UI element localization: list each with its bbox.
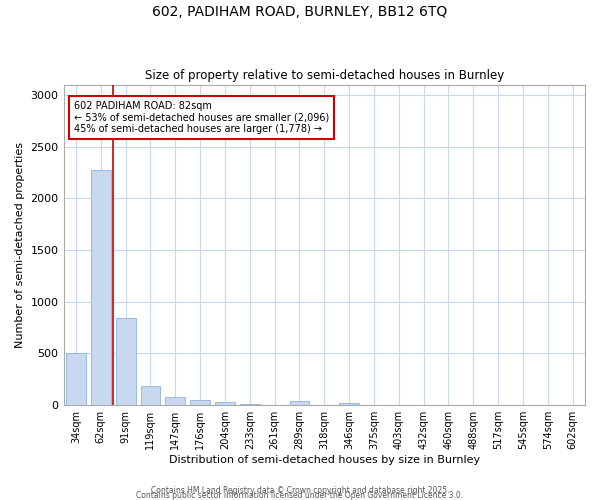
Text: Contains public sector information licensed under the Open Government Licence 3.: Contains public sector information licen… bbox=[136, 491, 464, 500]
Bar bbox=[66, 354, 86, 405]
Title: Size of property relative to semi-detached houses in Burnley: Size of property relative to semi-detach… bbox=[145, 69, 504, 82]
Bar bbox=[190, 400, 210, 405]
Bar bbox=[339, 403, 359, 405]
Bar bbox=[290, 401, 310, 405]
Bar bbox=[91, 170, 111, 405]
Text: 602, PADIHAM ROAD, BURNLEY, BB12 6TQ: 602, PADIHAM ROAD, BURNLEY, BB12 6TQ bbox=[152, 5, 448, 19]
Bar bbox=[166, 397, 185, 405]
Text: 602 PADIHAM ROAD: 82sqm
← 53% of semi-detached houses are smaller (2,096)
45% of: 602 PADIHAM ROAD: 82sqm ← 53% of semi-de… bbox=[74, 100, 329, 134]
Bar bbox=[265, 404, 284, 405]
X-axis label: Distribution of semi-detached houses by size in Burnley: Distribution of semi-detached houses by … bbox=[169, 455, 480, 465]
Bar bbox=[240, 404, 260, 405]
Bar bbox=[140, 386, 160, 405]
Text: Contains HM Land Registry data © Crown copyright and database right 2025.: Contains HM Land Registry data © Crown c… bbox=[151, 486, 449, 495]
Bar bbox=[215, 402, 235, 405]
Bar bbox=[116, 318, 136, 405]
Y-axis label: Number of semi-detached properties: Number of semi-detached properties bbox=[15, 142, 25, 348]
